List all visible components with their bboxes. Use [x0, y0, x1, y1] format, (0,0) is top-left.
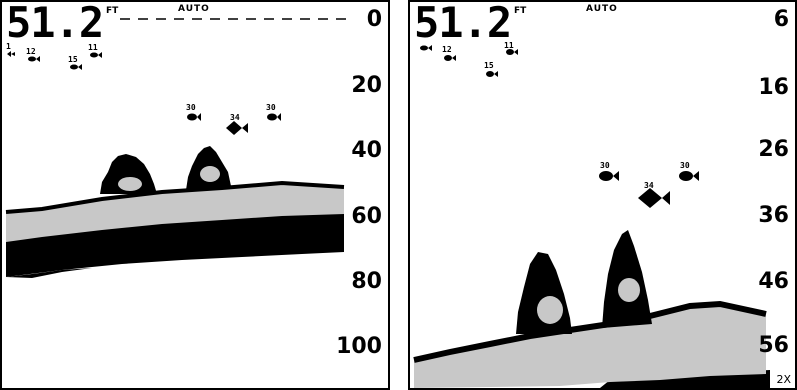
scale-label: 80 — [351, 270, 382, 294]
depth-unit: FT — [514, 6, 526, 16]
fish-depth-label: 15 — [484, 61, 494, 70]
fish-depth-label: 30 — [266, 103, 276, 112]
fish-icon: 34 — [226, 113, 248, 135]
fish-icon: 34 — [638, 181, 670, 208]
scale-label: 100 — [336, 335, 382, 359]
sonar-plot: 1 12 15 11 30 34 30 — [2, 2, 388, 388]
fish-icon: 30 — [679, 161, 699, 181]
sonar-plot: 12 15 11 30 34 30 — [410, 2, 795, 388]
scale-label: 36 — [758, 204, 789, 228]
zoom-label: 2X — [776, 373, 791, 386]
scale-label: 6 — [774, 8, 789, 32]
fish-icon: 30 — [599, 161, 619, 181]
fish-depth-label: 15 — [68, 55, 78, 64]
fish-icon: 12 — [26, 47, 40, 62]
scale-label: 26 — [758, 138, 789, 162]
scale-label: 56 — [758, 334, 789, 358]
scale-label: 60 — [351, 205, 382, 229]
scale-label: 46 — [758, 270, 789, 294]
fish-depth-label: 30 — [600, 161, 610, 170]
fish-depth-label: 34 — [230, 113, 240, 122]
depth-readout: 51.2 — [414, 0, 511, 46]
scale-label: 20 — [351, 74, 382, 98]
mode-label: AUTO — [178, 4, 210, 14]
scale-label: 0 — [367, 8, 382, 32]
fish-icon: 15 — [484, 61, 498, 77]
depth-readout: 51.2 — [6, 0, 103, 46]
fish-depth-label: 34 — [644, 181, 654, 190]
fish-icon: 30 — [266, 103, 281, 121]
sonar-panel-full: 1 12 15 11 30 34 30 51.2 FT AUTO 0 20 40… — [0, 0, 390, 390]
fish-depth-label: 30 — [186, 103, 196, 112]
fish-icon: 30 — [186, 103, 201, 121]
sonar-panel-zoom: 12 15 11 30 34 30 51.2 FT AUTO 6 16 26 3… — [408, 0, 797, 390]
depth-unit: FT — [106, 6, 118, 16]
fish-icon: 12 — [442, 45, 456, 61]
fish-icon: 15 — [68, 55, 82, 70]
mode-label: AUTO — [586, 4, 618, 14]
scale-label: 40 — [351, 139, 382, 163]
fish-depth-label: 30 — [680, 161, 690, 170]
scale-label: 16 — [758, 76, 789, 100]
fish-depth-label: 12 — [26, 47, 36, 56]
